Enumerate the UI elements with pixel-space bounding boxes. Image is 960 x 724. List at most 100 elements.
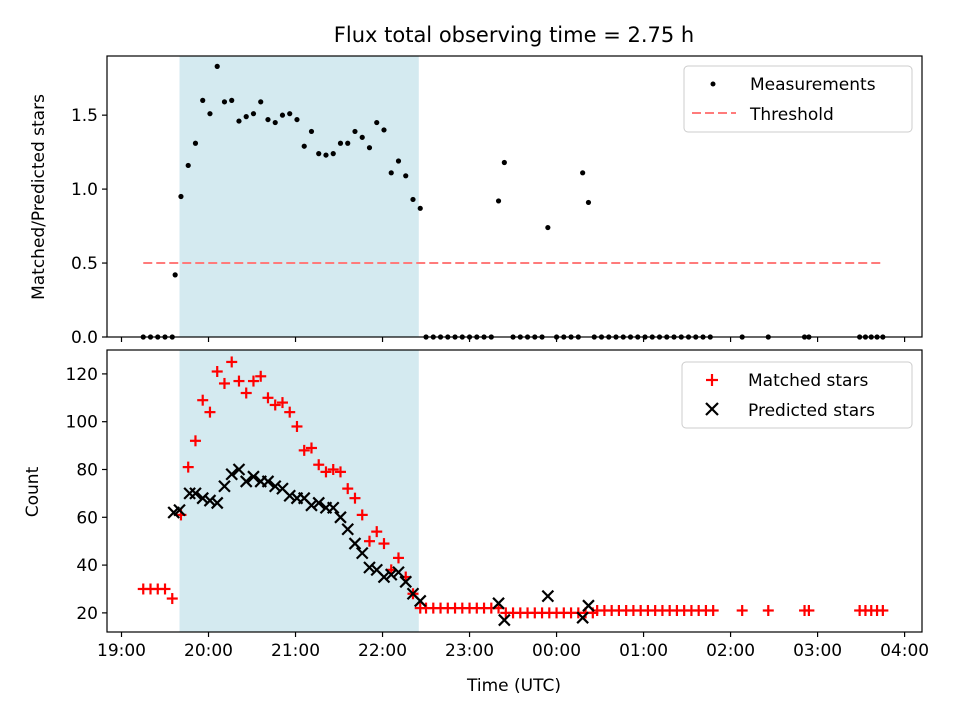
predicted-stars-point xyxy=(261,475,275,488)
matched-stars-point xyxy=(877,604,889,616)
measurement-point xyxy=(221,99,228,105)
measurement-point xyxy=(323,152,329,158)
predicted-stars-point xyxy=(232,463,246,476)
predicted-stars-point xyxy=(492,597,505,610)
measurement-point xyxy=(272,119,278,126)
matched-stars-point xyxy=(197,394,209,406)
x-stroke-b xyxy=(189,487,202,500)
predicted-stars-point xyxy=(576,611,589,624)
matched-stars-point xyxy=(284,406,296,418)
matched-stars-point xyxy=(211,366,223,378)
x-stroke-b xyxy=(498,613,511,627)
measurement-point xyxy=(207,111,213,117)
y-tick-label: 40 xyxy=(76,556,98,576)
predicted-stars-point xyxy=(363,561,376,574)
predicted-stars-point xyxy=(210,496,224,510)
matched-stars-point xyxy=(276,397,288,409)
matched-stars-point xyxy=(226,356,238,368)
predicted-stars-point xyxy=(225,467,238,481)
x-stroke-b xyxy=(406,587,420,601)
y-tick-label: 100 xyxy=(66,413,98,433)
x-stroke-b xyxy=(239,475,253,488)
legend-measurements-marker xyxy=(710,81,716,87)
bottom-panel: 19:00 20:00 21:00 22:00 23:00 00:00 01:00 02:00… xyxy=(23,349,929,696)
x-tick-label: 04:00 xyxy=(880,641,929,661)
matched-stars-point xyxy=(218,377,230,389)
measurement-point xyxy=(236,118,242,124)
top-legend: Measurements Threshold xyxy=(683,65,913,133)
top-legend-box xyxy=(683,65,913,133)
matched-stars-point xyxy=(320,466,332,478)
y-tick-label: 1.5 xyxy=(71,106,98,126)
bottom-shaded-region xyxy=(179,350,419,632)
x-stroke-b xyxy=(384,568,398,581)
x-stroke-b xyxy=(305,499,318,512)
measurement-point xyxy=(417,205,423,211)
x-stroke-b xyxy=(210,496,224,510)
x-stroke-b xyxy=(334,511,347,524)
measurement-point xyxy=(388,170,394,176)
measurement-point xyxy=(495,198,502,204)
x-tick-label: 22:00 xyxy=(358,641,407,661)
predicted-stars-point xyxy=(392,565,405,579)
matched-stars-point xyxy=(240,387,252,399)
matched-stars-point xyxy=(371,526,383,538)
measurement-point xyxy=(178,193,184,200)
x-stroke-b xyxy=(225,467,238,481)
legend-threshold-label: Threshold xyxy=(749,105,834,125)
matched-stars-point xyxy=(182,461,194,473)
x-stroke-b xyxy=(173,503,186,517)
bottom-y-axis-label: Count xyxy=(23,466,43,517)
top-y-axis-label: Matched/Predicted stars xyxy=(29,94,49,300)
y-tick-label: 0.0 xyxy=(71,328,98,348)
top-y-ticks: 0.0 0.5 1.0 1.5 xyxy=(71,106,107,348)
x-tick-label: 03:00 xyxy=(793,641,842,661)
legend-matched-marker xyxy=(706,374,718,386)
measurement-point xyxy=(403,173,409,179)
legend-predicted-marker xyxy=(705,402,719,416)
top-shaded-region xyxy=(179,56,419,337)
x-stroke-b xyxy=(341,522,355,536)
measurement-point xyxy=(250,111,257,117)
x-stroke-b xyxy=(399,575,413,589)
predicted-stars-point xyxy=(498,613,511,627)
legend-measurements-label: Measurements xyxy=(750,75,876,95)
predicted-stars-point xyxy=(377,570,391,584)
predicted-stars-point xyxy=(218,479,231,493)
x-stroke-b xyxy=(582,599,595,612)
x-stroke-b xyxy=(283,489,297,503)
x-tick-label: 20:00 xyxy=(184,641,233,661)
matched-stars-point xyxy=(392,552,404,564)
x-stroke-b xyxy=(363,561,376,574)
measurement-point xyxy=(337,140,344,146)
matched-stars-point xyxy=(378,538,390,550)
x-stroke-b xyxy=(492,597,505,610)
predicted-stars-point xyxy=(384,568,398,581)
matched-stars-point xyxy=(349,492,361,504)
measurement-point xyxy=(374,119,380,126)
x-stroke-b xyxy=(370,563,384,577)
matched-stars-point xyxy=(204,406,216,418)
matched-stars-point xyxy=(334,466,346,478)
x-stroke-b xyxy=(297,491,311,505)
y-tick-label: 60 xyxy=(76,508,98,528)
x-stroke-b xyxy=(203,494,217,507)
x-stroke-b xyxy=(355,546,369,560)
x-stroke-b xyxy=(218,479,231,493)
bottom-axes-frame xyxy=(106,349,923,633)
predicted-stars-point xyxy=(582,599,595,612)
predicted-stars-point xyxy=(305,499,318,512)
x-stroke-b xyxy=(348,537,362,550)
measurement-point xyxy=(330,151,336,157)
top-panel: 0.0 0.5 1.0 1.5 Matched/Predicted stars Mea… xyxy=(29,55,923,348)
measurement-point xyxy=(192,140,199,146)
bottom-legend-box xyxy=(681,361,913,429)
measurement-point xyxy=(229,97,235,103)
measurement-point xyxy=(345,140,351,146)
predicted-stars-point xyxy=(247,470,260,483)
measurement-point xyxy=(381,127,387,133)
y-tick-label: 120 xyxy=(66,365,98,385)
x-stroke-b xyxy=(576,611,589,624)
measurement-point xyxy=(359,134,365,140)
